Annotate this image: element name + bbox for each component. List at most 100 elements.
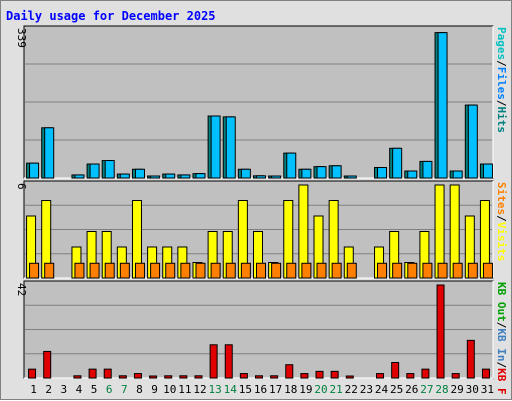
x-axis-labels: 1 2 3 4 5 6 7 8 9 10 11 12 13 14 15 16 17 18 19 20 21 22 23 24 2… [30, 383, 494, 396]
bar-kbytes [88, 368, 97, 379]
bar-kbytes [451, 373, 460, 379]
x-tick-label: 11 [178, 383, 191, 396]
bar-kbytes [315, 370, 324, 379]
x-tick-label: 20 [314, 383, 327, 396]
bar-kbytes [149, 375, 158, 379]
bar-files [225, 116, 236, 179]
bar-kbytes [28, 368, 37, 379]
bar-kbytes [421, 368, 430, 379]
x-tick-label: 27 [420, 383, 433, 396]
bar-sites [44, 262, 55, 279]
bar-kbytes [194, 375, 203, 379]
x-tick-label: 18 [284, 383, 297, 396]
bar-files [29, 162, 40, 179]
bar-sites [256, 262, 266, 279]
x-tick-label: 23 [360, 383, 373, 396]
legend-entry: KB In [495, 328, 508, 361]
bar-kbytes [133, 373, 142, 379]
bar-files [286, 152, 297, 179]
x-tick-label: 19 [299, 383, 312, 396]
bar-kbytes [270, 375, 279, 379]
bar-files [422, 160, 433, 179]
x-tick-label: 4 [76, 383, 83, 396]
legend-entry: Files [495, 67, 508, 100]
bar-sites [346, 262, 357, 279]
bar-kbytes [118, 375, 127, 379]
x-tick-label: 5 [91, 383, 98, 396]
bar-kbytes [481, 368, 490, 379]
bar-kbytes [330, 370, 339, 379]
bar-kbytes [224, 344, 233, 379]
bar-sites [89, 262, 100, 279]
bar-files [165, 173, 176, 179]
bar-files [210, 115, 221, 179]
x-tick-label: 17 [269, 383, 282, 396]
bar-sites [29, 262, 40, 279]
legend-entry: Hits [495, 107, 508, 134]
x-tick-label: 15 [239, 383, 252, 396]
bar-sites [377, 262, 388, 279]
bar-sites [316, 262, 327, 279]
x-tick-label: 21 [330, 383, 343, 396]
bar-files [331, 165, 342, 179]
bar-kbytes [391, 362, 400, 379]
bar-sites [180, 262, 191, 279]
x-tick-label: 22 [345, 383, 358, 396]
bar-files [240, 168, 251, 179]
bar-files [134, 168, 145, 179]
bar-kbytes [103, 368, 112, 379]
legend-separator: / [495, 60, 508, 67]
bar-kbytes [345, 375, 354, 379]
bar-sites [74, 262, 85, 279]
bar-files [89, 163, 100, 179]
x-tick-label: 26 [405, 383, 418, 396]
bar-files [74, 174, 85, 179]
y-max-label: 42 [15, 283, 28, 296]
bar-files [377, 167, 388, 179]
bar-files [316, 166, 327, 179]
x-tick-label: 16 [254, 383, 267, 396]
bar-kbytes [43, 350, 52, 379]
bar-sites [452, 262, 463, 279]
x-tick-label: 12 [193, 383, 206, 396]
x-tick-label: 7 [121, 383, 128, 396]
bar-sites [104, 262, 115, 279]
legend-separator: / [495, 100, 508, 107]
bar-kbytes [285, 364, 294, 379]
bar-files [195, 173, 206, 179]
x-tick-label: 31 [481, 383, 494, 396]
bar-sites [301, 262, 312, 279]
legend-entry: KB Out [495, 282, 508, 322]
bar-files [392, 147, 403, 179]
bar-kbytes [436, 284, 445, 379]
bar-files [271, 175, 282, 179]
panel-bottom: 42 KB Out/KB In/KB F [15, 280, 508, 395]
bar-sites [392, 262, 403, 279]
bar-sites [134, 262, 145, 279]
legend-entry: KB F [495, 368, 508, 395]
bar-files [256, 175, 266, 179]
bar-files [467, 104, 478, 179]
x-tick-label: 25 [390, 383, 403, 396]
x-tick-label: 10 [163, 383, 176, 396]
bar-sites [195, 262, 206, 279]
bar-kbytes [466, 339, 475, 379]
y-max-label: 6 [15, 183, 28, 190]
x-tick-label: 1 [30, 383, 37, 396]
x-tick-label: 30 [466, 383, 479, 396]
bar-kbytes [209, 344, 218, 379]
bar-files [452, 170, 463, 179]
legend-separator: / [495, 322, 508, 329]
bar-sites [119, 262, 130, 279]
legend: KB Out/KB In/KB F [495, 282, 508, 395]
x-tick-label: 2 [45, 383, 52, 396]
bar-sites [150, 262, 161, 279]
legend-separator: / [495, 215, 508, 222]
bar-files [180, 174, 191, 179]
bar-sites [286, 262, 297, 279]
bar-kbytes [300, 373, 309, 379]
bar-kbytes [164, 375, 173, 379]
